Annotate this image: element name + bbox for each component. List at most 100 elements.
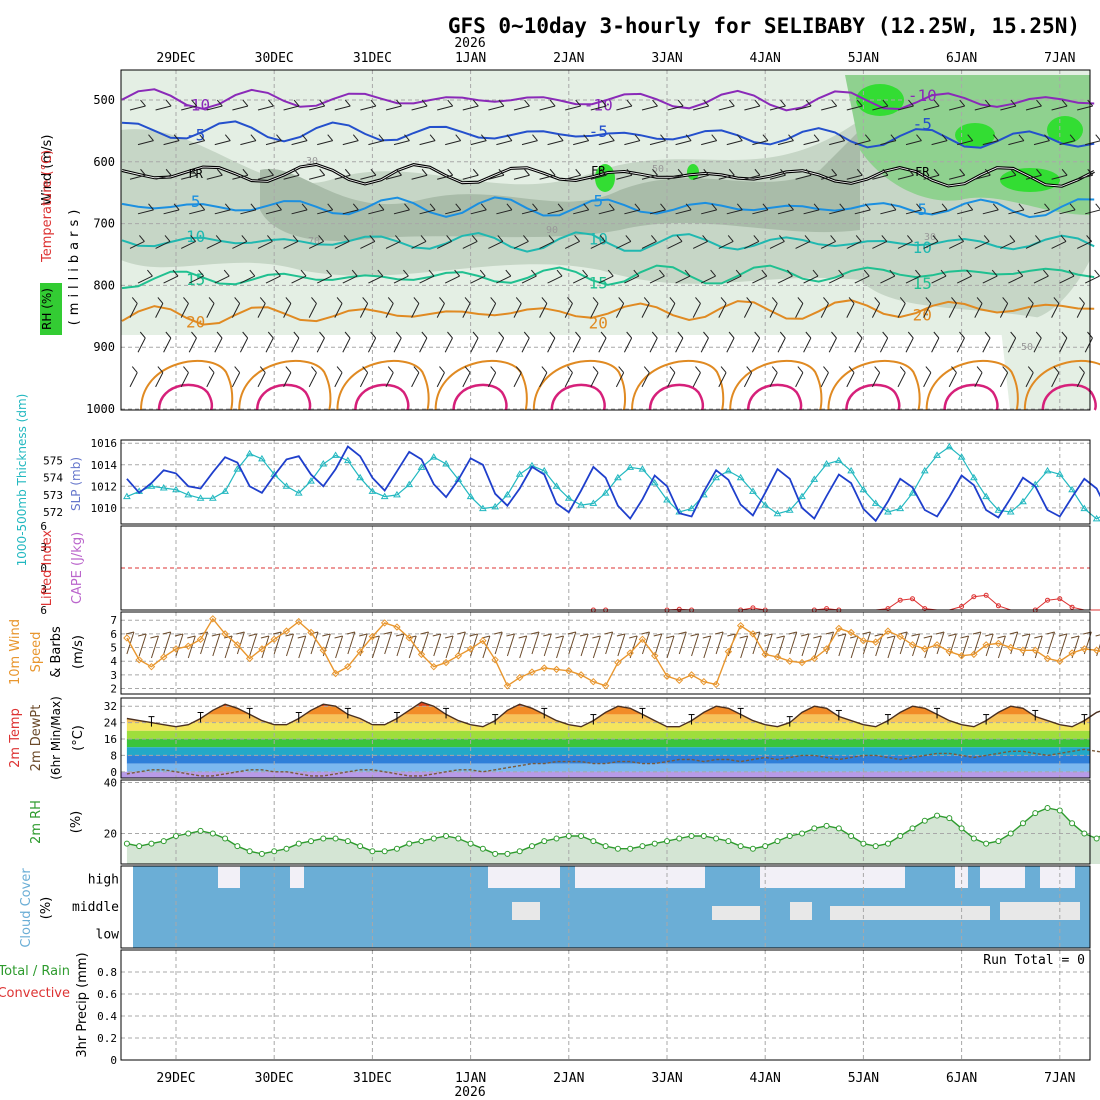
rh2m-point — [860, 840, 867, 847]
day-label: 31DEC — [353, 1071, 392, 1086]
wind10m-barb — [335, 635, 344, 659]
thickness-point — [712, 473, 720, 481]
day-label: 30DEC — [255, 1071, 294, 1086]
wind-barb — [1051, 372, 1060, 388]
wind-speed-point — [700, 677, 708, 686]
wind10m-barb-flag — [911, 633, 920, 637]
dewpoint-line — [126, 748, 1100, 777]
wind-barb — [821, 174, 837, 180]
wind10m-barb-flag — [1034, 635, 1043, 639]
wind-speed-point — [614, 658, 622, 667]
wind-barb-flag — [446, 235, 452, 242]
wind10m-barb — [617, 633, 626, 657]
wind-barb-flag — [395, 331, 402, 339]
wind10m-speed-label: Speed — [29, 632, 44, 673]
isotherm-label: 10 — [186, 227, 205, 246]
wind-barb — [470, 275, 486, 284]
wind-barb — [923, 174, 940, 180]
wind10m-barb-flag — [395, 633, 405, 637]
wind-speed-point — [982, 641, 990, 649]
wind-barb — [291, 209, 308, 215]
wind-speed-point — [552, 665, 561, 674]
rh2m-point — [983, 840, 990, 847]
wind-barb-flag — [191, 99, 198, 107]
wind-barb-flag — [1002, 297, 1009, 304]
cloud-mid-clear — [790, 902, 812, 920]
wind-barb-flag — [183, 297, 189, 304]
wind10m-barb-flag — [187, 635, 196, 639]
wind-barb-flag — [567, 297, 573, 304]
wind-barb — [334, 174, 351, 180]
wind-barb — [795, 303, 804, 318]
wind-barb — [872, 241, 888, 249]
wind-barb — [539, 174, 556, 180]
wind-barb — [214, 140, 231, 146]
wind-barb — [701, 140, 717, 146]
wind-barb-flag — [959, 99, 966, 107]
wind-barb-flag — [567, 366, 573, 373]
wind-barb — [897, 105, 914, 111]
wind-barb — [795, 241, 811, 249]
wind-barb-flag — [1061, 331, 1068, 339]
wind-barb — [743, 372, 753, 388]
rh2m-point — [320, 835, 327, 842]
thickness-point — [1019, 497, 1027, 505]
thickness-point — [884, 508, 892, 515]
wind-barb-flag — [1095, 203, 1100, 210]
wind-barb-flag — [703, 168, 710, 176]
isotherm-loop-30 — [157, 383, 214, 411]
wind-barb-flag — [377, 269, 384, 277]
wind-barb-flag — [882, 331, 889, 339]
wind-barb-flag — [933, 168, 940, 176]
wind-barb — [905, 140, 922, 146]
wind-barb — [598, 337, 607, 353]
wind-barb-flag — [370, 168, 377, 176]
wind-barb — [854, 140, 871, 146]
wind-barb — [931, 209, 948, 215]
rh2m-tick-label: 40 — [104, 777, 117, 790]
wind10m-barb-flag — [494, 631, 503, 635]
wind-barb — [232, 174, 249, 180]
wind10m-barb-flag — [972, 631, 981, 635]
rh-contour-label: 90 — [546, 225, 558, 236]
wind-barb-flag — [447, 168, 454, 176]
thickness-point — [429, 453, 438, 460]
wind-speed-point — [626, 649, 634, 657]
wind-barb-flag — [505, 269, 512, 277]
wind-barb — [470, 140, 487, 146]
wind-barb-flag — [754, 168, 761, 176]
wind-barb-flag — [1010, 331, 1017, 339]
wind10m-barb-flag — [359, 633, 368, 637]
wind-barb — [667, 174, 684, 180]
thickness-point — [147, 482, 156, 489]
wind-barb-flag — [1086, 235, 1092, 242]
wind10m-barb — [494, 631, 503, 655]
wind-barb — [291, 140, 308, 146]
temp2m-units: (°C) — [71, 725, 86, 751]
wind-barb — [206, 174, 223, 180]
wind-speed-point — [491, 656, 499, 664]
wind-barb — [1059, 337, 1068, 353]
wind-barb-flag — [242, 331, 249, 339]
wind-barb — [974, 105, 991, 111]
wind-speed-point — [1043, 654, 1052, 663]
wind-barb-flag — [915, 269, 921, 277]
wind-barb — [206, 241, 222, 249]
wind-barb-flag — [652, 168, 658, 176]
wind-barb — [1059, 209, 1076, 215]
wind-barb-flag — [771, 366, 778, 373]
wind10m-barb-flag — [334, 635, 343, 639]
wind-barb — [444, 275, 460, 284]
thickness-point — [749, 487, 757, 494]
isotherm-label: 20 — [589, 313, 608, 332]
wind10m-barb — [592, 635, 601, 659]
wind-barb — [846, 303, 855, 318]
cape-label: CAPE (J/kg) — [70, 532, 85, 604]
wind10m-barb-flag — [800, 633, 810, 637]
wind-barb-flag — [1044, 203, 1050, 211]
wind-barb — [752, 140, 769, 146]
temp-band — [126, 722, 1090, 731]
wind-speed-point — [540, 664, 548, 672]
isotherm-loop-25 — [729, 360, 823, 411]
day-label: 6JAN — [946, 1071, 977, 1086]
